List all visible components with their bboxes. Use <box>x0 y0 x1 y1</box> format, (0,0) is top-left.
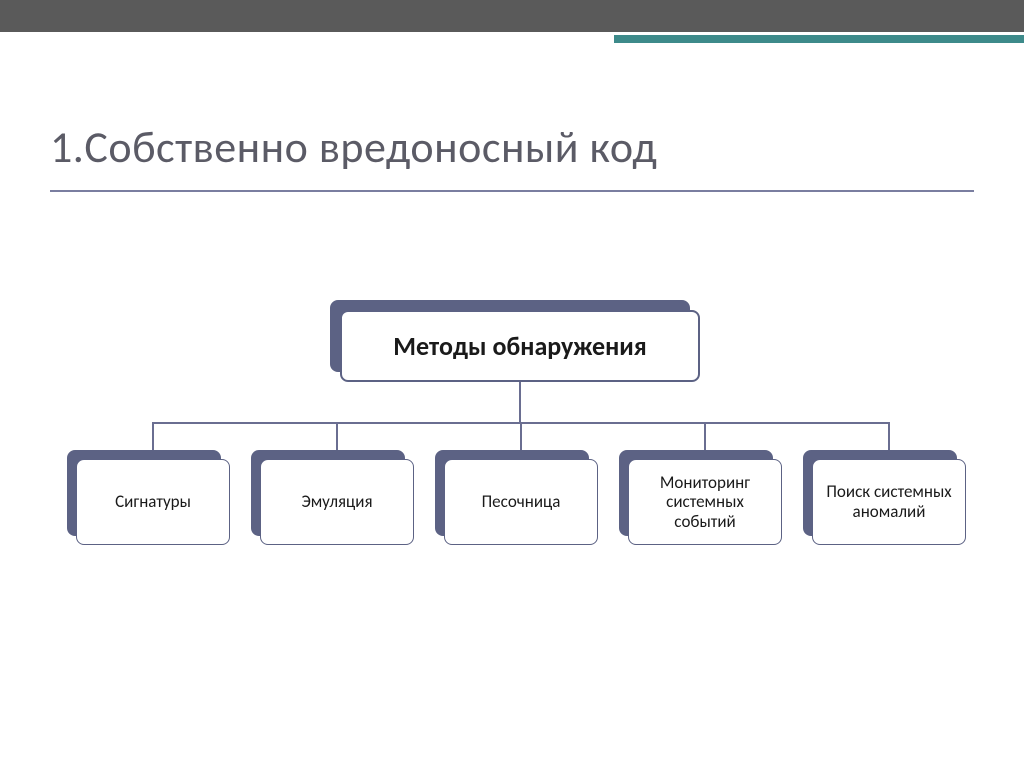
slide: 1.Собственно вредоносный код Методы обна… <box>0 0 1024 767</box>
connector-drop <box>704 422 706 450</box>
child-label: Поиск системных аномалий <box>823 482 955 521</box>
child-node: Сигнатуры <box>67 450 230 545</box>
title-box: 1.Собственно вредоносный код <box>50 120 974 190</box>
child-box: Поиск системных аномалий <box>812 459 966 545</box>
connector-drop <box>520 422 522 450</box>
child-node: Поиск системных аномалий <box>803 450 966 545</box>
connector-trunk <box>519 382 521 422</box>
child-node: Мониторинг системных событий <box>619 450 782 545</box>
page-title: 1.Собственно вредоносный код <box>50 120 657 174</box>
connector-drop <box>152 422 154 450</box>
org-chart: Методы обнаружения Сигнатуры Эмуляция Песо… <box>0 300 1024 660</box>
child-label: Песочница <box>482 492 561 512</box>
child-box: Эмуляция <box>260 459 414 545</box>
child-label: Мониторинг системных событий <box>639 473 771 532</box>
child-node: Эмуляция <box>251 450 414 545</box>
topbar-dark <box>0 0 1024 32</box>
root-node: Методы обнаружения <box>330 300 700 382</box>
root-label: Методы обнаружения <box>393 330 646 362</box>
title-underline <box>50 190 974 192</box>
connector-drop <box>336 422 338 450</box>
root-box: Методы обнаружения <box>340 310 700 382</box>
child-label: Эмуляция <box>301 492 372 512</box>
child-box: Сигнатуры <box>76 459 230 545</box>
topbar-teal <box>614 35 1024 43</box>
child-box: Песочница <box>444 459 598 545</box>
connector-drop <box>888 422 890 450</box>
child-box: Мониторинг системных событий <box>628 459 782 545</box>
child-node: Песочница <box>435 450 598 545</box>
child-label: Сигнатуры <box>115 492 191 512</box>
